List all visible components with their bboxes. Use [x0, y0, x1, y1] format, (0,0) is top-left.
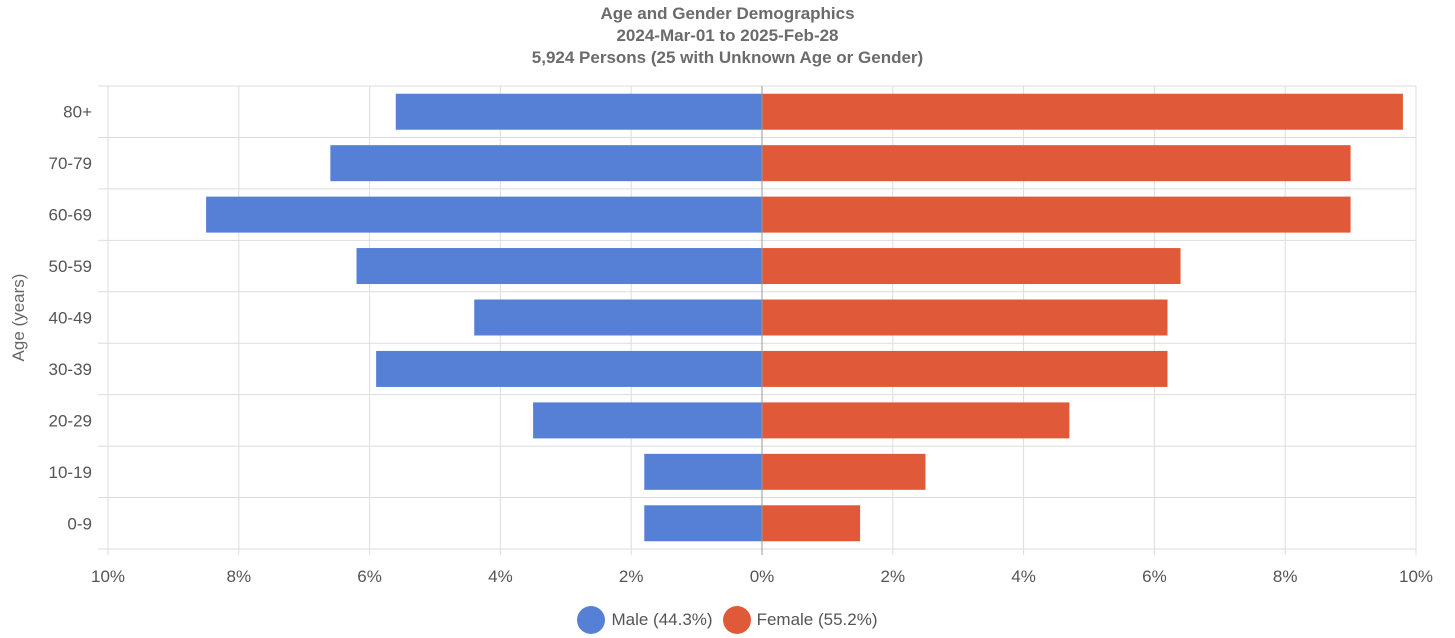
y-tick-label: 80+ — [63, 103, 92, 122]
bar-female-20-29[interactable] — [762, 402, 1070, 439]
bar-female-80+[interactable] — [762, 93, 1403, 130]
chart-title: Age and Gender Demographics — [600, 4, 855, 23]
bar-female-70-79[interactable] — [762, 145, 1351, 182]
bar-male-0-9[interactable] — [644, 505, 762, 542]
y-tick-label: 50-59 — [49, 257, 92, 276]
y-tick-label: 0-9 — [67, 514, 92, 533]
chart-subtitle-persons: 5,924 Persons (25 with Unknown Age or Ge… — [531, 48, 924, 67]
bar-female-40-49[interactable] — [762, 299, 1168, 336]
bar-female-50-59[interactable] — [762, 248, 1181, 285]
bar-male-10-19[interactable] — [644, 453, 762, 490]
x-tick-label: 10% — [1399, 567, 1433, 586]
y-tick-label: 60-69 — [49, 206, 92, 225]
bar-male-60-69[interactable] — [206, 196, 763, 233]
bar-female-0-9[interactable] — [762, 505, 861, 542]
x-tick-label: 8% — [227, 567, 252, 586]
bar-male-70-79[interactable] — [330, 145, 762, 182]
legend-label-female: Female (55.2%) — [756, 610, 878, 629]
bar-female-10-19[interactable] — [762, 453, 926, 490]
legend-item-male[interactable]: Male (44.3%) — [577, 606, 713, 634]
x-tick-label: 4% — [1011, 567, 1036, 586]
legend-item-female[interactable]: Female (55.2%) — [722, 606, 878, 634]
y-tick-label: 20-29 — [49, 411, 92, 430]
y-tick-label: 30-39 — [49, 360, 92, 379]
bar-male-50-59[interactable] — [356, 248, 762, 285]
chart-legend: Male (44.3%) Female (55.2%) — [0, 606, 1455, 634]
x-tick-label: 8% — [1273, 567, 1298, 586]
bar-female-60-69[interactable] — [762, 196, 1351, 233]
x-tick-label: 0% — [750, 567, 775, 586]
bar-female-30-39[interactable] — [762, 350, 1168, 387]
x-tick-label: 2% — [619, 567, 644, 586]
population-pyramid-plot: 80+ 70-79 60-69 50-59 40-49 30-39 20-29 10-19 0-… — [9, 85, 1433, 586]
x-tick-label: 6% — [1142, 567, 1167, 586]
legend-swatch-male — [577, 606, 606, 634]
y-tick-label: 70-79 — [49, 154, 92, 173]
x-tick-label: 2% — [881, 567, 906, 586]
bar-male-30-39[interactable] — [376, 350, 762, 387]
x-tick-label: 6% — [357, 567, 382, 586]
x-tick-label: 4% — [488, 567, 513, 586]
y-tick-label: 10-19 — [49, 463, 92, 482]
bar-male-20-29[interactable] — [533, 402, 762, 439]
legend-swatch-female — [722, 606, 751, 634]
y-axis-title: Age (years) — [9, 274, 28, 362]
bar-male-40-49[interactable] — [474, 299, 762, 336]
y-tick-label: 40-49 — [49, 309, 92, 328]
legend-label-male: Male (44.3%) — [611, 610, 713, 629]
bar-male-80+[interactable] — [395, 93, 762, 130]
chart-subtitle-date-range: 2024-Mar-01 to 2025-Feb-28 — [616, 26, 839, 45]
x-tick-label: 10% — [91, 567, 125, 586]
